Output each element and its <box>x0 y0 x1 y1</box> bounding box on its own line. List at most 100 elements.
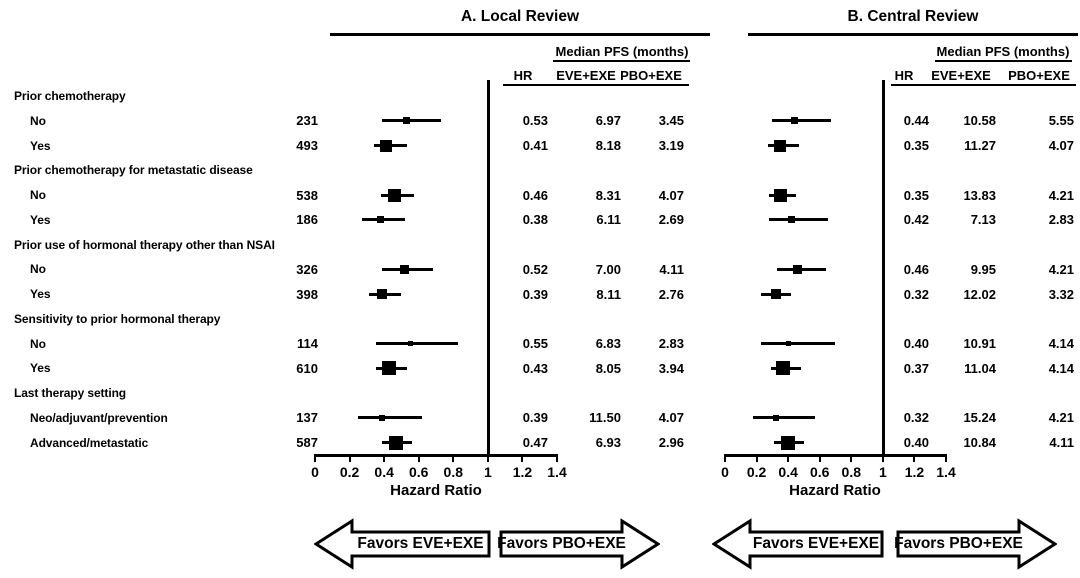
eve-pfs-value-central: 11.27 <box>964 138 996 153</box>
hr-marker-central <box>776 361 791 376</box>
x-tick-label-local: 0.4 <box>374 464 394 480</box>
x-tick-central <box>913 454 916 462</box>
median-pfs-header-central: Median PFS (months) <box>936 44 1070 59</box>
subgroup-label: Yes <box>30 287 51 301</box>
group-label: Last therapy setting <box>14 386 127 400</box>
pbo-pfs-value-local: 4.07 <box>658 187 684 203</box>
x-tick-label-central: 0.2 <box>746 464 767 480</box>
favors-eve-arrow-central: Favors EVE+EXE <box>712 518 884 570</box>
favors-pbo-arrow-central: Favors PBO+EXE <box>894 518 1057 570</box>
hr-value-local: 0.38 <box>522 212 548 228</box>
n-value: 398 <box>296 286 318 302</box>
reference-line-hr1-local <box>487 80 490 455</box>
hr-marker-local <box>389 435 404 450</box>
median-pfs-underline-local <box>553 60 690 62</box>
hr-value-local: 0.55 <box>522 336 548 351</box>
x-tick-label-central: 0 <box>721 464 729 480</box>
hr-value-central: 0.42 <box>903 212 929 228</box>
eve-pfs-value-local: 8.11 <box>596 286 621 302</box>
n-value: 231 <box>296 113 318 129</box>
x-tick-local <box>556 454 558 462</box>
favors-pbo-label-central: Favors PBO+EXE <box>894 535 1023 552</box>
pbo-pfs-value-central: 4.21 <box>1048 261 1074 277</box>
hr-marker-central <box>785 341 791 346</box>
group-label: Prior chemotherapy <box>14 89 126 103</box>
pbo-pfs-value-central: 2.83 <box>1048 212 1074 228</box>
hr-marker-local <box>403 117 411 125</box>
hr-value-central: 0.32 <box>903 410 929 426</box>
subgroup-label: Yes <box>30 138 51 153</box>
group-label: Sensitivity to prior hormonal therapy <box>14 311 221 326</box>
eve-pfs-value-local: 6.11 <box>596 212 621 228</box>
pbo-pfs-value-central: 4.21 <box>1048 187 1074 203</box>
n-value: 114 <box>297 336 318 351</box>
pbo-col-header-central: PBO+EXE <box>1008 68 1070 83</box>
x-tick-central <box>818 454 821 462</box>
eve-pfs-value-local: 11.50 <box>589 410 621 426</box>
eve-pfs-value-local: 6.83 <box>595 336 621 351</box>
panel-a-title-rule <box>330 33 710 36</box>
panel-b-title: B. Central Review <box>847 8 979 25</box>
eve-pfs-value-local: 7.00 <box>595 261 621 277</box>
hr-marker-local <box>377 216 385 224</box>
hr-marker-central <box>773 188 787 202</box>
eve-pfs-value-local: 8.31 <box>595 187 621 203</box>
x-tick-local <box>452 454 455 462</box>
hr-marker-local <box>379 414 386 421</box>
median-pfs-header-local: Median PFS (months) <box>555 44 689 59</box>
hr-marker-local <box>400 264 410 274</box>
reference-line-hr1-central <box>882 80 885 455</box>
hr-marker-central <box>781 435 796 450</box>
pbo-pfs-value-central: 4.07 <box>1048 138 1074 153</box>
eve-pfs-value-local: 6.97 <box>595 113 621 129</box>
hr-col-header-local: HR <box>513 68 533 83</box>
subgroup-label: Advanced/metastatic <box>30 435 149 450</box>
subgroup-label: No <box>30 113 46 128</box>
hr-marker-central <box>787 216 795 224</box>
pbo-pfs-value-central: 4.14 <box>1048 336 1074 351</box>
ci-line-central <box>772 119 831 123</box>
ci-line-central <box>753 416 815 420</box>
hr-marker-local <box>382 361 397 376</box>
eve-pfs-value-local: 8.18 <box>595 138 621 153</box>
pbo-pfs-value-local: 3.94 <box>658 360 684 376</box>
hr-marker-local <box>407 341 413 346</box>
eve-col-header-local: EVE+EXE <box>556 68 616 83</box>
pbo-col-header-local: PBO+EXE <box>620 68 682 83</box>
x-tick-label-local: 0 <box>311 464 319 480</box>
subgroup-label: Yes <box>30 212 51 227</box>
hr-value-local: 0.53 <box>522 113 548 129</box>
x-tick-label-central: 0.6 <box>809 464 830 480</box>
ci-line-central <box>769 218 828 222</box>
n-value: 186 <box>296 212 318 228</box>
right-block-arrow-icon <box>896 518 1057 570</box>
x-tick-central <box>724 454 726 462</box>
x-axis-line-central <box>725 454 947 457</box>
favors-eve-label-central: Favors EVE+EXE <box>752 535 880 552</box>
eve-pfs-value-central: 12.02 <box>963 286 996 302</box>
left-block-arrow-icon <box>712 518 884 570</box>
favors-eve-label-local: Favors EVE+EXE <box>357 535 484 552</box>
ci-line-local <box>382 119 442 123</box>
hr-marker-central <box>774 139 787 152</box>
x-tick-label-local: 1 <box>483 464 492 480</box>
pbo-pfs-value-local: 4.07 <box>658 410 684 426</box>
n-value: 587 <box>296 435 318 450</box>
table-header-underline-local <box>503 84 689 86</box>
subgroup-label: Yes <box>30 361 51 376</box>
favors-pbo-arrow-local: Favors PBO+EXE <box>497 518 660 570</box>
hr-marker-central <box>770 289 781 299</box>
favors-eve-arrow-local: Favors EVE+EXE <box>314 518 491 570</box>
hr-value-local: 0.43 <box>522 360 548 376</box>
hr-value-central: 0.35 <box>903 187 929 203</box>
hr-value-central: 0.40 <box>903 435 929 450</box>
x-tick-label-central: 0.8 <box>841 464 862 480</box>
n-value: 137 <box>296 410 318 426</box>
x-tick-label-central: 0.4 <box>778 464 798 480</box>
hr-marker-local <box>379 139 392 152</box>
hr-value-local: 0.41 <box>522 138 548 153</box>
x-tick-central <box>787 454 790 462</box>
x-tick-central <box>945 454 947 462</box>
median-pfs-underline-central <box>935 60 1072 62</box>
eve-pfs-value-local: 8.05 <box>595 360 621 376</box>
